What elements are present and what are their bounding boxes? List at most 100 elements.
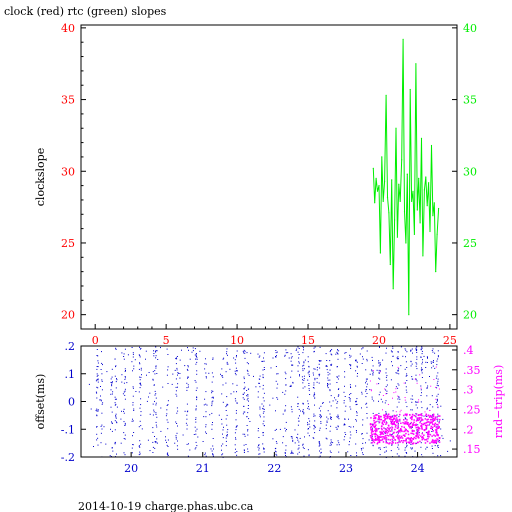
offset-point bbox=[384, 428, 386, 430]
rndtrip-point bbox=[378, 439, 381, 441]
offset-point bbox=[112, 450, 114, 452]
offset-point bbox=[386, 450, 387, 452]
offset-point bbox=[166, 453, 168, 455]
offset-point bbox=[406, 443, 407, 445]
rndtrip-point bbox=[379, 418, 381, 421]
offset-point bbox=[426, 447, 428, 448]
rndtrip-point bbox=[387, 430, 390, 433]
offset-point bbox=[236, 402, 238, 404]
rndtrip-point bbox=[376, 438, 379, 440]
offset-point bbox=[132, 435, 133, 437]
offset-point bbox=[433, 360, 434, 362]
offset-point bbox=[329, 413, 331, 415]
offset-point bbox=[247, 412, 249, 414]
rndtrip-point bbox=[385, 423, 387, 425]
offset-point bbox=[371, 370, 373, 372]
offset-point bbox=[385, 368, 387, 370]
offset-point bbox=[285, 390, 287, 392]
offset-point bbox=[298, 357, 300, 359]
offset-point bbox=[369, 373, 371, 375]
offset-point bbox=[236, 355, 237, 356]
offset-point bbox=[205, 403, 207, 405]
rndtrip-point bbox=[411, 440, 413, 442]
offset-point bbox=[284, 427, 286, 429]
rndtrip-point bbox=[400, 409, 402, 411]
rndtrip-point bbox=[409, 425, 412, 428]
offset-point bbox=[296, 348, 298, 350]
offset-point bbox=[417, 430, 419, 432]
offset-point bbox=[194, 448, 196, 450]
offset-point bbox=[247, 451, 249, 453]
offset-point bbox=[436, 384, 438, 386]
rndtrip-point bbox=[423, 434, 425, 436]
rtc-slope-point bbox=[413, 233, 415, 235]
rtc-slope-point bbox=[405, 242, 407, 244]
offset-point bbox=[366, 360, 368, 362]
offset-point bbox=[371, 436, 373, 438]
rndtrip-point bbox=[435, 430, 438, 432]
offset-point bbox=[175, 363, 177, 365]
offset-point bbox=[152, 427, 154, 429]
offset-point bbox=[362, 424, 364, 426]
offset-point bbox=[316, 377, 318, 379]
offset-point bbox=[277, 398, 279, 400]
offset-point bbox=[258, 437, 260, 438]
rndtrip-point bbox=[419, 374, 421, 376]
rndtrip-point bbox=[411, 425, 413, 428]
offset-point bbox=[297, 417, 299, 419]
offset-point bbox=[329, 430, 331, 432]
offset-point bbox=[304, 386, 306, 388]
rtc-slope-point bbox=[385, 94, 387, 96]
rndtrip-point bbox=[434, 425, 436, 427]
offset-point bbox=[313, 415, 315, 417]
offset-point bbox=[176, 432, 178, 434]
offset-point bbox=[192, 350, 194, 352]
offset-point bbox=[247, 395, 249, 397]
offset-point bbox=[115, 415, 117, 417]
offset-point bbox=[415, 379, 417, 381]
offset-point bbox=[272, 397, 274, 399]
rndtrip-point bbox=[394, 417, 396, 420]
offset-point bbox=[154, 350, 156, 352]
offset-point bbox=[440, 405, 442, 407]
rndtrip-point bbox=[430, 427, 432, 430]
offset-point bbox=[96, 415, 98, 417]
offset-point bbox=[434, 352, 436, 354]
offset-point bbox=[307, 449, 309, 451]
offset-point bbox=[330, 441, 332, 443]
offset-point bbox=[123, 408, 125, 410]
offset-point bbox=[366, 378, 368, 380]
offset-point bbox=[322, 402, 324, 403]
offset-point bbox=[195, 417, 197, 419]
offset-point bbox=[124, 424, 126, 426]
offset-point bbox=[392, 355, 394, 357]
rndtrip-point bbox=[434, 416, 437, 418]
rndtrip-point bbox=[387, 435, 390, 437]
offset-point bbox=[132, 402, 134, 404]
offset-point bbox=[356, 412, 358, 414]
offset-point bbox=[195, 430, 197, 432]
offset-point bbox=[227, 363, 229, 365]
rndtrip-point bbox=[375, 439, 377, 441]
offset-point bbox=[298, 447, 300, 449]
offset-point bbox=[356, 361, 358, 363]
rndtrip-point bbox=[374, 439, 376, 441]
offset-point bbox=[226, 403, 228, 405]
top-x-tick-label: 5 bbox=[163, 334, 170, 347]
rtc-slope-point bbox=[398, 183, 400, 185]
offset-point bbox=[247, 448, 249, 450]
rndtrip-point bbox=[382, 395, 384, 396]
offset-point bbox=[384, 402, 386, 404]
offset-point bbox=[226, 363, 228, 365]
offset-point bbox=[337, 415, 339, 417]
offset-point bbox=[179, 373, 181, 374]
rndtrip-point bbox=[369, 435, 372, 437]
rndtrip-point bbox=[407, 430, 409, 433]
offset-point bbox=[101, 412, 103, 414]
rtc-slope-point bbox=[432, 215, 434, 217]
rndtrip-point bbox=[415, 434, 418, 437]
rndtrip-point bbox=[420, 387, 422, 389]
offset-point bbox=[313, 374, 314, 376]
offset-point bbox=[263, 360, 265, 362]
offset-point bbox=[319, 450, 320, 452]
